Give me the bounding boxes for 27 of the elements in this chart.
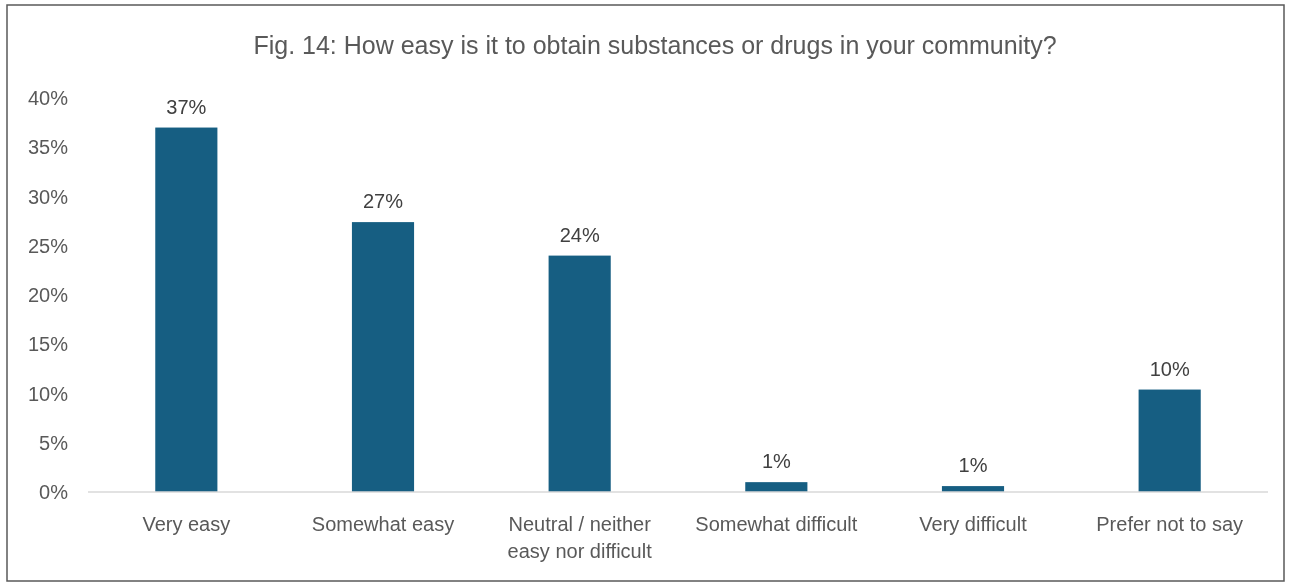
x-tick-label: Neutral / neither easy nor difficult [507, 513, 653, 562]
y-tick-label: 10% [27, 382, 69, 405]
x-tick-label: Very easy [142, 513, 231, 535]
data-label: 10% [1149, 357, 1190, 380]
x-tick-label: Prefer not to say [1096, 513, 1244, 535]
y-tick-label: 30% [27, 185, 69, 208]
y-tick-label: 5% [39, 431, 69, 454]
x-tick-label: Very difficult [919, 513, 1028, 535]
bar [548, 255, 611, 492]
y-tick-label: 35% [27, 136, 69, 159]
chart-title: Fig. 14: How easy is it to obtain substances or drugs in your community? [253, 31, 1057, 59]
bar [1138, 389, 1201, 492]
x-tick-label: Somewhat difficult [695, 513, 858, 535]
y-tick-label: 0% [39, 481, 69, 503]
data-label: 37% [166, 95, 207, 118]
bar [155, 127, 218, 492]
data-label: 27% [362, 190, 404, 213]
data-label: 1% [761, 450, 791, 473]
bar [745, 482, 808, 492]
x-tick-label: Somewhat easy [311, 513, 455, 535]
y-tick-label: 20% [27, 284, 69, 306]
data-label: 24% [559, 223, 600, 246]
y-tick-label: 15% [27, 333, 69, 356]
bar [351, 222, 415, 492]
data-label: 1% [958, 454, 988, 477]
y-tick-label: 25% [27, 234, 69, 257]
y-tick-label: 40% [27, 87, 69, 109]
